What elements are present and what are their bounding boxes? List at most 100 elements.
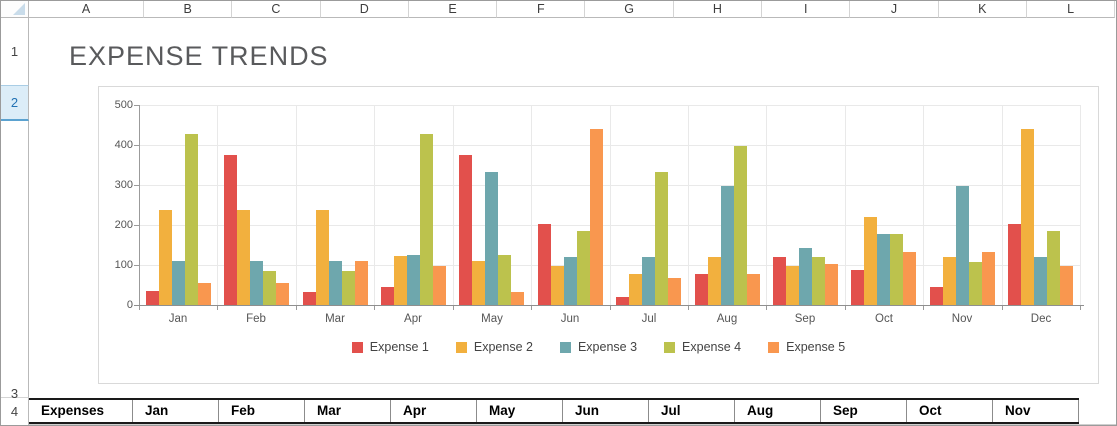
bar-expense-3-mar[interactable]: [329, 261, 342, 305]
bar-expense-2-jan[interactable]: [159, 210, 172, 305]
column-header-l[interactable]: L: [1026, 1, 1116, 18]
bar-expense-4-may[interactable]: [498, 255, 511, 305]
table-header-apr[interactable]: Apr: [391, 400, 477, 422]
column-header-d[interactable]: D: [320, 1, 409, 18]
bar-expense-3-apr[interactable]: [407, 255, 420, 305]
bar-expense-2-oct[interactable]: [864, 217, 877, 305]
bar-expense-5-oct[interactable]: [903, 252, 916, 305]
bar-expense-1-apr[interactable]: [381, 287, 394, 305]
bar-expense-1-feb[interactable]: [224, 155, 237, 305]
column-header-f[interactable]: F: [497, 1, 586, 18]
bar-expense-1-jan[interactable]: [146, 291, 159, 305]
legend-item-expense-1[interactable]: Expense 1: [351, 340, 429, 354]
bar-expense-1-may[interactable]: [459, 155, 472, 305]
bar-expense-2-aug[interactable]: [708, 257, 721, 305]
bar-expense-2-may[interactable]: [472, 261, 485, 305]
bar-expense-4-nov[interactable]: [969, 262, 982, 305]
bar-expense-5-jan[interactable]: [198, 283, 211, 305]
bar-expense-5-jul[interactable]: [668, 278, 681, 305]
bar-expense-3-sep[interactable]: [799, 248, 812, 305]
bar-expense-2-dec[interactable]: [1021, 129, 1034, 305]
column-header-k[interactable]: K: [938, 1, 1027, 18]
bar-expense-3-may[interactable]: [485, 172, 498, 305]
row-header-1[interactable]: 1: [1, 18, 29, 86]
row-header-4[interactable]: 4: [1, 398, 29, 424]
bar-expense-1-oct[interactable]: [851, 270, 864, 305]
bar-expense-3-jan[interactable]: [172, 261, 185, 305]
bar-expense-5-apr[interactable]: [433, 266, 446, 305]
bar-expense-4-aug[interactable]: [734, 146, 747, 305]
bar-expense-4-oct[interactable]: [890, 234, 903, 305]
bar-expense-2-nov[interactable]: [943, 257, 956, 305]
bar-expense-4-apr[interactable]: [420, 134, 433, 305]
legend-item-expense-3[interactable]: Expense 3: [559, 340, 637, 354]
bar-expense-2-sep[interactable]: [786, 266, 799, 305]
table-header-jun[interactable]: Jun: [563, 400, 649, 422]
table-header-expenses[interactable]: Expenses: [29, 400, 133, 422]
bar-expense-5-feb[interactable]: [276, 283, 289, 305]
legend-item-expense-2[interactable]: Expense 2: [455, 340, 533, 354]
bar-expense-2-feb[interactable]: [237, 210, 250, 305]
bar-expense-1-jul[interactable]: [616, 297, 629, 305]
table-header-jan[interactable]: Jan: [133, 400, 219, 422]
bar-expense-4-jun[interactable]: [577, 231, 590, 305]
column-header-b[interactable]: B: [144, 1, 233, 18]
legend-item-expense-4[interactable]: Expense 4: [664, 340, 741, 354]
column-header-j[interactable]: J: [850, 1, 939, 18]
axis-tick: [134, 225, 139, 226]
bar-expense-4-jan[interactable]: [185, 134, 198, 305]
expense-trends-chart[interactable]: 0 100 200 300 400 500 Jan Feb Mar Apr May Jun Jul Aug…: [98, 86, 1099, 384]
bar-expense-3-jun[interactable]: [564, 257, 577, 305]
bar-expense-3-dec[interactable]: [1034, 257, 1047, 305]
bar-expense-1-nov[interactable]: [930, 287, 943, 305]
axis-tick: [139, 305, 140, 310]
table-header-mar[interactable]: Mar: [305, 400, 391, 422]
bar-expense-4-sep[interactable]: [812, 257, 825, 305]
column-header-c[interactable]: C: [232, 1, 321, 18]
bar-expense-5-nov[interactable]: [982, 252, 995, 305]
table-header-feb[interactable]: Feb: [219, 400, 305, 422]
bar-expense-2-mar[interactable]: [316, 210, 329, 305]
next-row-strip: [1, 424, 1116, 425]
bar-expense-5-may[interactable]: [511, 292, 524, 305]
column-header-a[interactable]: A: [29, 1, 144, 18]
select-all-corner[interactable]: [1, 1, 29, 18]
bar-expense-1-aug[interactable]: [695, 274, 708, 305]
bar-expense-1-mar[interactable]: [303, 292, 316, 305]
bar-expense-3-oct[interactable]: [877, 234, 890, 305]
bar-expense-1-dec[interactable]: [1008, 224, 1021, 305]
bar-expense-3-jul[interactable]: [642, 257, 655, 305]
column-header-e[interactable]: E: [408, 1, 498, 18]
bar-expense-3-feb[interactable]: [250, 261, 263, 305]
legend-item-expense-5[interactable]: Expense 5: [768, 340, 845, 354]
table-header-jul[interactable]: Jul: [649, 400, 735, 422]
table-header-aug[interactable]: Aug: [735, 400, 821, 422]
legend-swatch-icon: [351, 341, 363, 353]
bar-expense-2-apr[interactable]: [394, 256, 407, 305]
table-header-nov[interactable]: Nov: [993, 400, 1079, 422]
column-header-g[interactable]: G: [585, 1, 674, 18]
bar-expense-3-aug[interactable]: [721, 186, 734, 305]
bar-expense-1-jun[interactable]: [538, 224, 551, 305]
bar-expense-4-feb[interactable]: [263, 271, 276, 305]
table-header-sep[interactable]: Sep: [821, 400, 907, 422]
bar-expense-5-jun[interactable]: [590, 129, 603, 305]
row-header-2-selected[interactable]: 2: [1, 85, 29, 121]
bar-expense-4-mar[interactable]: [342, 271, 355, 305]
bar-expense-4-dec[interactable]: [1047, 231, 1060, 305]
bar-expense-2-jun[interactable]: [551, 266, 564, 305]
column-header-h[interactable]: H: [673, 1, 763, 18]
table-header-oct[interactable]: Oct: [907, 400, 993, 422]
bar-expense-2-jul[interactable]: [629, 274, 642, 305]
bar-expense-5-aug[interactable]: [747, 274, 760, 305]
bar-expense-5-mar[interactable]: [355, 261, 368, 305]
bar-expense-4-jul[interactable]: [655, 172, 668, 305]
bar-expense-5-sep[interactable]: [825, 264, 838, 305]
table-header-may[interactable]: May: [477, 400, 563, 422]
row-header-3[interactable]: 3: [1, 386, 29, 401]
bar-expense-3-nov[interactable]: [956, 186, 969, 305]
bar-expense-5-dec[interactable]: [1060, 266, 1073, 305]
page-title[interactable]: EXPENSE TRENDS: [69, 41, 329, 71]
column-header-i[interactable]: I: [762, 1, 851, 18]
bar-expense-1-sep[interactable]: [773, 257, 786, 305]
